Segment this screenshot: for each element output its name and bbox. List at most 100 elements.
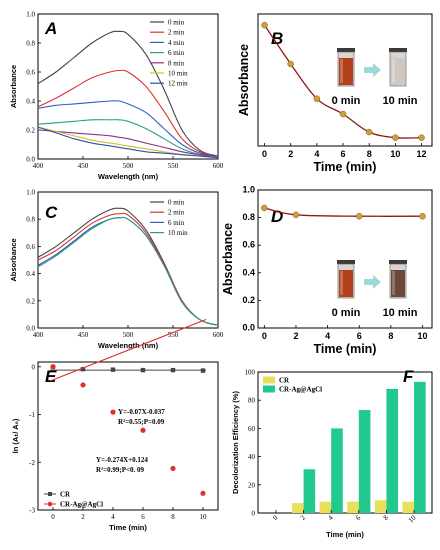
panel-f-bar bbox=[303, 469, 316, 513]
panel-c-legend-label: 6 min bbox=[168, 219, 185, 227]
panel-e-legend-label: CR bbox=[60, 491, 71, 499]
panel-d-x-tick-label: 2 bbox=[293, 331, 298, 341]
panel-f-bar bbox=[347, 501, 359, 513]
panel-e-data-point bbox=[170, 367, 176, 373]
panel-e-fit-line bbox=[49, 318, 207, 382]
panel-a-y-tick-label: 0.0 bbox=[26, 156, 35, 164]
panel-f-x-axis-title: Time (min) bbox=[326, 530, 364, 539]
panel-b-y-axis-title: Absorbance bbox=[237, 44, 251, 116]
panel-b-data-point bbox=[313, 95, 321, 103]
panel-e: 0 2 4 6 8 10 -3 -2 -1 0 Time (min) ln (Aₜ/ A₀) E CR CR… bbox=[11, 318, 219, 532]
panel-a-x-tick-label: 550 bbox=[168, 162, 179, 170]
panel-e-data-point bbox=[50, 364, 56, 370]
panel-f-bar bbox=[319, 501, 332, 513]
panel-a-x-tick-label: 600 bbox=[213, 162, 224, 170]
panel-c-y-tick-label: 0.2 bbox=[26, 297, 35, 305]
panel-d-vial-cap bbox=[389, 260, 407, 264]
panel-d-vial-glare bbox=[392, 271, 395, 295]
panel-f-x-tick-label: 2 bbox=[299, 513, 307, 521]
panel-e-legend-label: CR-Ag@AgCl bbox=[60, 501, 103, 509]
panel-d-x-tick-label: 10 bbox=[418, 331, 428, 341]
panel-a-legend-label: 10 min bbox=[168, 70, 188, 78]
panel-d-vial-liquid bbox=[391, 270, 405, 297]
panel-f-bar bbox=[414, 381, 426, 513]
panel-b-x-tick-label: 10 bbox=[390, 149, 400, 159]
panel-d-data-point bbox=[261, 204, 268, 212]
panel-f-y-tick-label: 100 bbox=[245, 369, 256, 377]
panel-c-series-line bbox=[37, 207, 219, 326]
panel-c-legend-label: 10 min bbox=[168, 229, 188, 237]
panel-c-legend-label: 2 min bbox=[168, 209, 185, 217]
panel-b-vial-cap bbox=[389, 48, 407, 52]
panel-f-x-tick-label: 4 bbox=[326, 513, 334, 521]
panel-f-y-tick-label: 40 bbox=[248, 453, 256, 461]
panel-d-vial-cap bbox=[337, 260, 355, 264]
panel-f-bar bbox=[402, 501, 415, 513]
panel-b-x-tick-label: 4 bbox=[314, 149, 319, 159]
panel-e-y-tick-label: -2 bbox=[29, 459, 35, 467]
panel-e-annotation-line: R²=0.55;P=0.09 bbox=[118, 418, 165, 426]
panel-e-x-tick-label: 8 bbox=[171, 513, 175, 521]
panel-c-series-line bbox=[37, 216, 219, 326]
panel-b-vial-cap bbox=[337, 48, 355, 52]
panel-b-vial-liquid bbox=[339, 58, 353, 85]
panel-a-series-line bbox=[37, 129, 219, 157]
panel-a-y-tick-label: 0.6 bbox=[26, 69, 35, 77]
panel-c-y-tick-label: 0.6 bbox=[26, 243, 35, 251]
panel-f-legend-label: CR-Ag@AgCl bbox=[279, 386, 322, 394]
panel-a-legend-label: 2 min bbox=[168, 29, 185, 37]
panel-d-x-tick-label: 6 bbox=[357, 331, 362, 341]
panel-b-x-tick-label: 0 bbox=[262, 149, 267, 159]
panel-d-vial-liquid bbox=[339, 270, 353, 297]
panel-d-y-tick-label: 0.4 bbox=[242, 267, 255, 277]
panel-b-data-point bbox=[287, 60, 294, 68]
panel-e-x-tick-label: 2 bbox=[81, 513, 85, 521]
panel-f: 0 20 40 60 80 100 0 2 4 6 8 10 Time (min) Decolorizat… bbox=[231, 367, 433, 539]
panel-a-letter: A bbox=[44, 19, 57, 38]
panel-f-legend-swatch bbox=[263, 385, 275, 393]
panel-f-x-tick-label: 10 bbox=[407, 513, 418, 524]
panel-f-x-tick-label: 6 bbox=[354, 513, 362, 521]
panel-d-data-point bbox=[292, 211, 300, 219]
panel-d-inset-label-end: 10 min bbox=[383, 307, 418, 319]
panel-a-x-tick-label: 450 bbox=[78, 162, 89, 170]
panel-a-series-line bbox=[37, 69, 219, 157]
panel-a-series-line bbox=[37, 30, 219, 157]
panel-c-plot-frame bbox=[37, 191, 219, 329]
panel-b-letter: B bbox=[271, 29, 283, 48]
panel-a-series-line bbox=[37, 126, 219, 159]
panel-f-bar bbox=[386, 388, 399, 513]
panel-c-x-tick-label: 400 bbox=[33, 331, 44, 339]
panel-b-plot-frame bbox=[257, 13, 433, 147]
panel-d-x-axis-title: Time (min) bbox=[314, 342, 377, 356]
panel-c-x-tick-label: 500 bbox=[123, 331, 134, 339]
panel-c-series-line bbox=[37, 212, 219, 326]
panel-b-data-point bbox=[392, 134, 399, 141]
panel-c-y-tick-label: 1.0 bbox=[26, 189, 35, 197]
panel-e-y-tick-label: 0 bbox=[32, 363, 36, 371]
panel-c-y-tick-label: 0.8 bbox=[26, 216, 35, 224]
panel-a-legend-label: 6 min bbox=[168, 49, 185, 57]
panel-e-letter: E bbox=[45, 367, 57, 386]
panel-d-y-tick-label: 0.2 bbox=[242, 295, 255, 305]
panel-d-y-axis-title: Absorbance bbox=[221, 223, 235, 295]
panel-e-data-point bbox=[110, 367, 116, 372]
panel-e-plot-frame bbox=[37, 361, 219, 511]
panel-b-x-tick-label: 6 bbox=[341, 149, 346, 159]
panel-e-y-tick-label: -3 bbox=[29, 507, 35, 515]
panel-d-data-point bbox=[355, 212, 363, 220]
panel-d-y-tick-label: 0.8 bbox=[242, 212, 255, 222]
panel-a-x-axis-title: Wavelength (nm) bbox=[98, 172, 159, 181]
panel-f-bar bbox=[331, 428, 343, 513]
panel-e-data-point bbox=[200, 490, 206, 496]
panel-c-y-tick-label: 0.4 bbox=[26, 270, 35, 278]
panel-b-inset-arrow bbox=[364, 63, 381, 77]
panel-a-x-tick-label: 500 bbox=[123, 162, 134, 170]
panel-d: 0 2 4 6 8 10 0.0 0.2 0.4 0.6 0.8 1.0 Time (min) Absor… bbox=[221, 185, 433, 356]
panel-d-y-tick-label: 1.0 bbox=[242, 185, 255, 195]
panel-f-y-axis-title: Decolorization Efficiency (%) bbox=[231, 391, 240, 494]
panel-b-data-point bbox=[418, 134, 425, 141]
panel-b-x-axis-title: Time (min) bbox=[314, 160, 377, 174]
panel-a-plot-frame bbox=[37, 13, 219, 160]
panel-b-x-tick-label: 8 bbox=[367, 149, 372, 159]
